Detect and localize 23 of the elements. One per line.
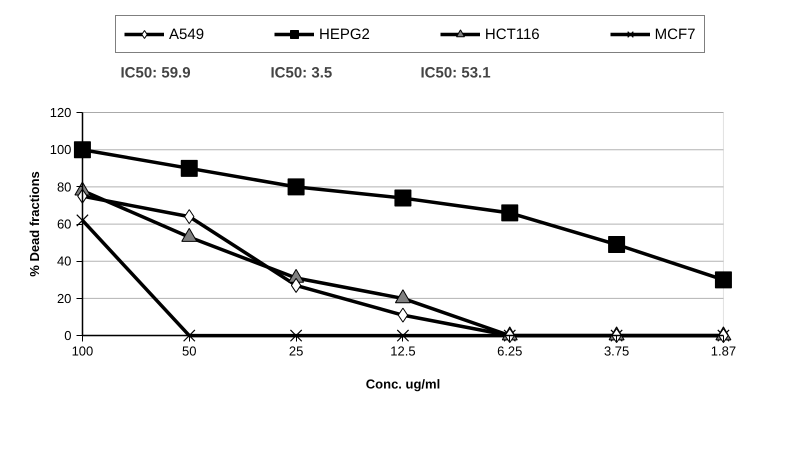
x-tick-label: 6.25	[497, 344, 522, 359]
x-tick-label: 100	[72, 344, 94, 359]
x-tick-label: 1.87	[710, 344, 736, 359]
legend-label: HEPG2	[319, 26, 370, 42]
x-axis-title: Conc. ug/ml	[366, 376, 440, 392]
y-axis-title: % Dead fractions	[26, 171, 42, 277]
y-tick-label: 0	[64, 328, 72, 344]
y-tick-label: 60	[56, 216, 72, 232]
legend-label: MCF7	[654, 26, 696, 42]
x-tick-label: 12.5	[390, 344, 416, 359]
y-tick-label: 100	[50, 142, 72, 158]
y-tick-label: 120	[50, 105, 72, 120]
x-tick-label: 25	[288, 344, 304, 359]
text: IC50: 53.1	[420, 64, 491, 82]
text: IC50: 59.9	[120, 64, 191, 82]
y-tick-label: 80	[56, 179, 72, 194]
text: IC50: 3.5	[270, 64, 332, 82]
y-tick-label: 20	[56, 290, 72, 306]
y-tick-label: 40	[56, 254, 72, 269]
legend-label: A549	[169, 26, 204, 42]
legend-label: HCT116	[484, 26, 540, 42]
x-tick-label: 50	[182, 344, 196, 359]
x-tick-label: 3.75	[604, 344, 630, 359]
